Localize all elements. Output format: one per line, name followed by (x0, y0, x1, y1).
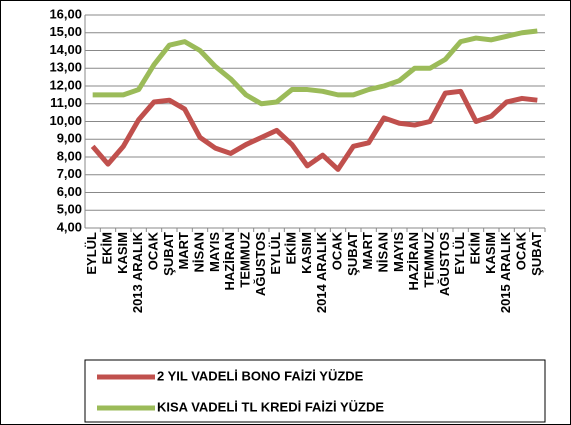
x-tick-label: EKİM (467, 232, 482, 265)
x-tick-label: KASIM (483, 232, 498, 274)
x-tick-label: ŞUBAT (345, 232, 360, 276)
legend-label: KISA VADELİ TL KREDİ FAİZİ YÜZDE (157, 399, 384, 414)
y-tick-label: 5,00 (57, 202, 82, 217)
y-tick-label: 4,00 (57, 219, 82, 234)
y-tick-label: 16,00 (49, 6, 82, 21)
x-tick-label: KASIM (299, 232, 314, 274)
y-tick-label: 7,00 (57, 166, 82, 181)
x-tick-label: AĞUSTOS (437, 232, 452, 296)
x-tick-label: HAZİRAN (406, 232, 421, 291)
x-tick-label: NİSAN (375, 232, 390, 272)
x-tick-label: 2013 ARALIK (130, 231, 145, 313)
x-tick-label: HAZİRAN (222, 232, 237, 291)
y-tick-label: 14,00 (49, 42, 82, 57)
x-tick-label: OCAK (329, 231, 344, 270)
y-tick-label: 8,00 (57, 148, 82, 163)
x-tick-label: OCAK (513, 231, 528, 270)
x-tick-label: EYLÜL (268, 232, 283, 275)
x-tick-label: MART (360, 232, 375, 270)
x-tick-label: 2015 ARALIK (498, 231, 513, 313)
x-tick-label: TEMMUZ (237, 232, 252, 288)
y-tick-label: 10,00 (49, 113, 82, 128)
legend-box (84, 359, 546, 423)
y-tick-label: 9,00 (57, 131, 82, 146)
x-tick-label: KASIM (115, 232, 130, 274)
x-tick-label: MAYIS (207, 232, 222, 272)
x-tick-label: EKİM (283, 232, 298, 265)
x-tick-label: ŞUBAT (161, 232, 176, 276)
x-tick-label: EKİM (99, 232, 114, 265)
x-tick-label: OCAK (145, 231, 160, 270)
series-line (92, 28, 538, 107)
x-tick-label: MART (176, 232, 191, 270)
x-tick-label: NİSAN (191, 232, 206, 272)
y-tick-label: 11,00 (50, 95, 82, 110)
x-tick-label: TEMMUZ (421, 232, 436, 288)
x-tick-label: EYLÜL (452, 232, 467, 275)
x-tick-label: EYLÜL (84, 232, 99, 275)
y-tick-label: 12,00 (49, 77, 82, 92)
x-tick-label: ŞUBAT (529, 232, 544, 276)
x-tick-label: AĞUSTOS (253, 232, 268, 296)
series-line (90, 88, 538, 172)
legend-label: 2 YIL VADELİ BONO FAİZİ YÜZDE (157, 368, 364, 383)
y-tick-label: 15,00 (49, 24, 82, 39)
y-tick-label: 6,00 (57, 184, 82, 199)
x-tick-label: 2014 ARALIK (314, 231, 329, 313)
y-tick-label: 13,00 (49, 60, 82, 75)
x-tick-label: MAYIS (391, 232, 406, 272)
